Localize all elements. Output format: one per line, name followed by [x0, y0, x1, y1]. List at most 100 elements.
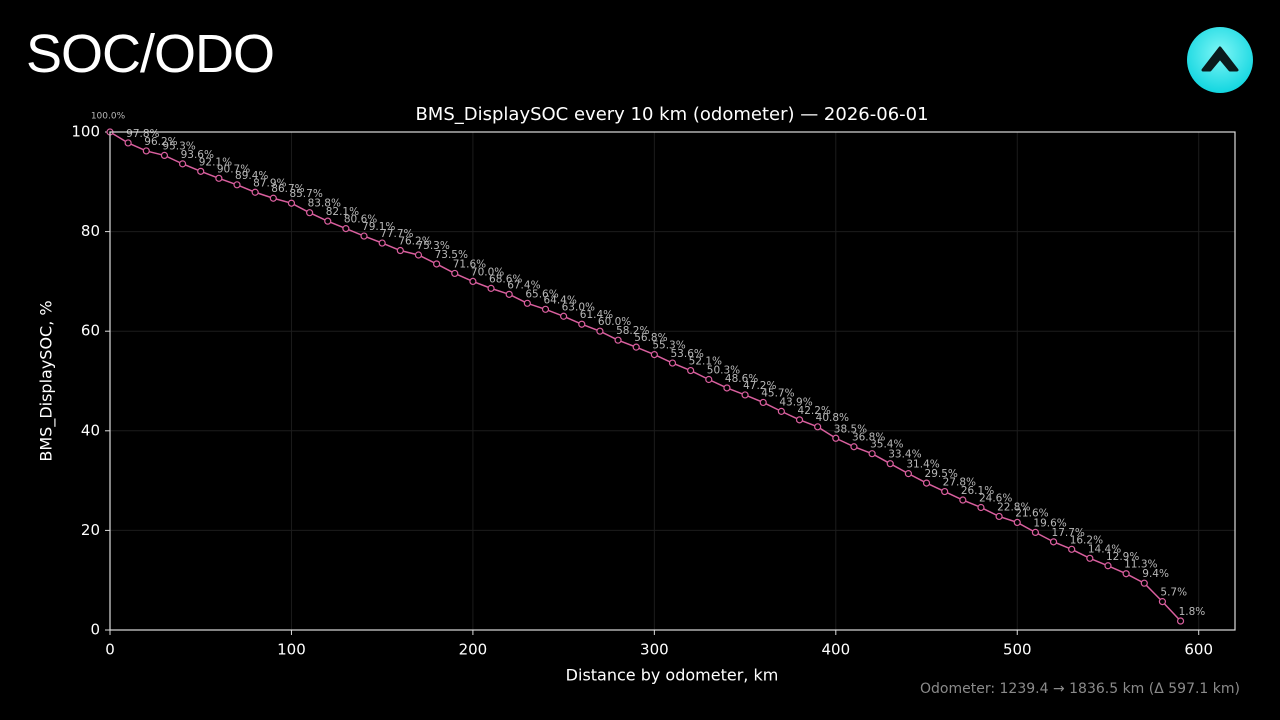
logo-icon[interactable] [1187, 27, 1253, 93]
data-point [178, 160, 187, 168]
data-point [632, 343, 640, 351]
data-point [215, 174, 223, 182]
data-point [868, 450, 876, 458]
data-label: 33.4% [888, 449, 921, 461]
data-label: 12.9% [1106, 551, 1139, 563]
data-point [560, 312, 568, 320]
y-tick-label: 20 [81, 521, 100, 539]
y-tick-label: 100 [71, 123, 100, 141]
data-point [1086, 554, 1094, 562]
data-label: 96.2% [144, 136, 177, 148]
y-tick-label: 60 [81, 322, 100, 340]
data-label: 89.4% [235, 170, 268, 182]
data-label: 87.9% [253, 177, 286, 189]
data-point [1049, 538, 1058, 546]
data-label: 50.3% [707, 365, 740, 377]
data-point [1104, 562, 1112, 570]
data-point [541, 305, 550, 313]
data-point [668, 359, 677, 367]
data-point [904, 470, 912, 478]
data-point [1122, 570, 1130, 578]
data-point [795, 416, 804, 424]
data-label: 31.4% [906, 459, 939, 471]
data-label: 100.0% [91, 112, 126, 122]
data-label: 17.7% [1052, 527, 1085, 539]
data-label: 71.6% [453, 258, 486, 270]
data-label: 53.6% [671, 348, 704, 360]
data-point [941, 487, 949, 496]
data-label: 70.0% [471, 266, 504, 278]
data-label: 9.4% [1142, 568, 1169, 580]
y-tick-label: 40 [81, 421, 100, 439]
data-label: 61.4% [580, 309, 613, 321]
data-point [777, 407, 785, 415]
data-label: 43.9% [779, 396, 812, 408]
data-label: 97.8% [126, 128, 159, 140]
data-label: 75.3% [416, 240, 449, 252]
data-label: 82.1% [326, 206, 359, 218]
data-point [396, 246, 404, 255]
data-point [977, 503, 985, 512]
y-tick-label: 80 [81, 222, 100, 240]
data-label: 45.7% [761, 387, 794, 399]
data-label: 35.4% [870, 439, 903, 451]
data-label: 55.3% [652, 340, 685, 352]
y-axis-label: BMS_DisplaySOC, % [37, 300, 57, 461]
data-label: 47.2% [743, 380, 776, 392]
x-tick-label: 300 [640, 641, 669, 659]
data-label: 5.7% [1160, 587, 1187, 599]
x-tick-label: 0 [105, 641, 115, 659]
data-label: 65.6% [525, 288, 558, 300]
data-label: 19.6% [1033, 517, 1066, 529]
data-point [596, 327, 604, 335]
data-label: 90.7% [217, 163, 250, 175]
x-tick-label: 100 [277, 641, 306, 659]
data-label: 48.6% [725, 373, 758, 385]
data-label: 14.4% [1088, 543, 1121, 555]
y-tick-label: 0 [90, 621, 100, 639]
plot-frame [109, 131, 1236, 631]
data-label: 67.4% [507, 279, 540, 291]
data-point [305, 209, 314, 217]
data-point [1031, 528, 1040, 536]
data-point [1068, 545, 1076, 553]
data-point [650, 351, 658, 359]
data-label: 83.8% [308, 198, 341, 210]
data-point [1176, 617, 1185, 625]
data-label: 64.4% [543, 294, 576, 306]
data-label: 68.6% [489, 273, 522, 285]
data-label: 22.8% [997, 501, 1030, 513]
data-point [469, 277, 477, 285]
data-point [414, 251, 423, 259]
data-label: 38.5% [834, 423, 867, 435]
data-point [269, 194, 277, 202]
data-point [1013, 518, 1021, 527]
data-label: 86.7% [271, 183, 304, 195]
data-point [287, 199, 296, 207]
data-label: 24.6% [979, 492, 1012, 504]
data-point [505, 290, 513, 298]
x-tick-label: 400 [821, 641, 850, 659]
x-axis-label: Distance by odometer, km [566, 666, 779, 685]
data-point [759, 398, 767, 407]
x-tick-label: 200 [459, 641, 488, 659]
data-point [233, 181, 241, 189]
data-point [1158, 598, 1167, 606]
plot: 100.0%97.8%96.2%95.3%93.6%92.1%90.7%89.4… [91, 112, 1205, 625]
data-label: 1.8% [1179, 606, 1206, 618]
data-label: 26.1% [961, 485, 994, 497]
chart-title: BMS_DisplaySOC every 10 km (odometer) — … [415, 104, 928, 125]
data-label: 85.7% [289, 188, 322, 200]
data-label: 92.1% [199, 156, 232, 168]
data-point [487, 284, 495, 292]
grid: 0 100 200 300 400 500 600 0 20 40 60 80 100 [71, 123, 1235, 659]
data-point [523, 299, 531, 307]
data-label: 73.5% [435, 249, 468, 261]
page-title: SOC/ODO [26, 24, 274, 84]
data-point [687, 366, 695, 375]
data-label: 60.0% [598, 316, 631, 328]
data-label: 52.1% [689, 356, 722, 368]
data-label: 27.8% [943, 477, 976, 489]
data-point [360, 232, 368, 240]
